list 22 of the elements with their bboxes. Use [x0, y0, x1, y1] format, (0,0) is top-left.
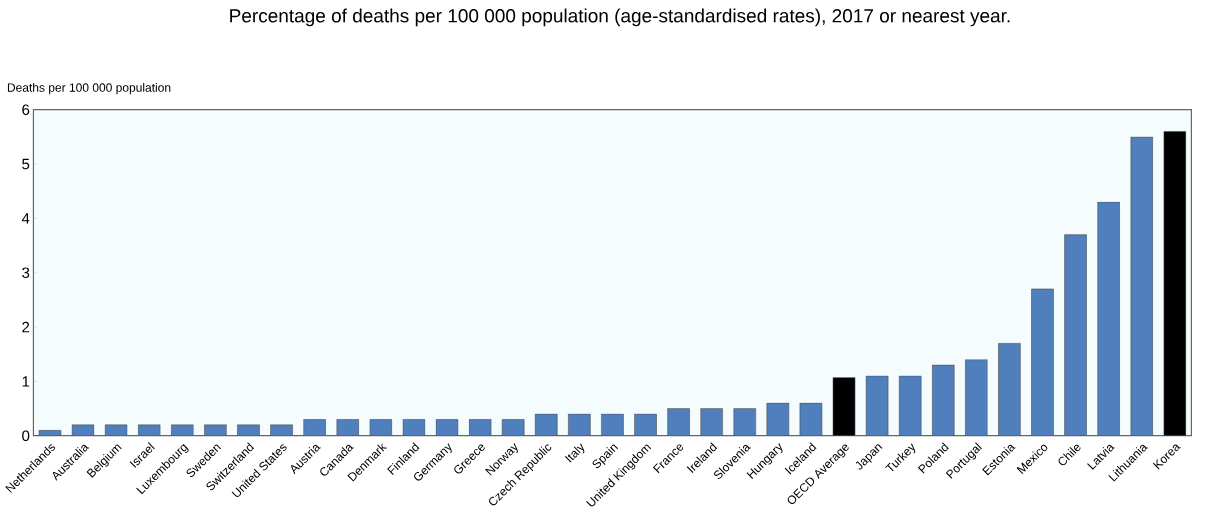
- x-tick-label: Italy: [564, 443, 585, 463]
- bar: [303, 419, 326, 436]
- bar: [402, 419, 426, 436]
- y-tick-label: 5: [22, 158, 30, 170]
- y-axis-title: Deaths per 100 000 population: [7, 83, 171, 95]
- y-tick-label: 2: [22, 321, 30, 333]
- y-tick-label: 6: [22, 104, 30, 116]
- bar: [1097, 201, 1120, 436]
- bar: [435, 419, 459, 436]
- y-tick-label: 0: [22, 430, 30, 442]
- bar: [369, 419, 393, 436]
- bar: [1064, 234, 1087, 436]
- y-tick-label: 1: [22, 376, 30, 387]
- bar: [1163, 131, 1187, 436]
- y-tick-label: 4: [21, 213, 30, 224]
- bar: [965, 359, 988, 436]
- bar: [468, 419, 492, 436]
- bar: [336, 419, 360, 436]
- bar: [1130, 136, 1154, 436]
- y-tick-label: 3: [22, 267, 30, 279]
- bar: [1031, 288, 1054, 436]
- chart-title: Percentage of deaths per 100 000 population (age-standardised rates), 2017 or nearest year.: [230, 8, 1010, 27]
